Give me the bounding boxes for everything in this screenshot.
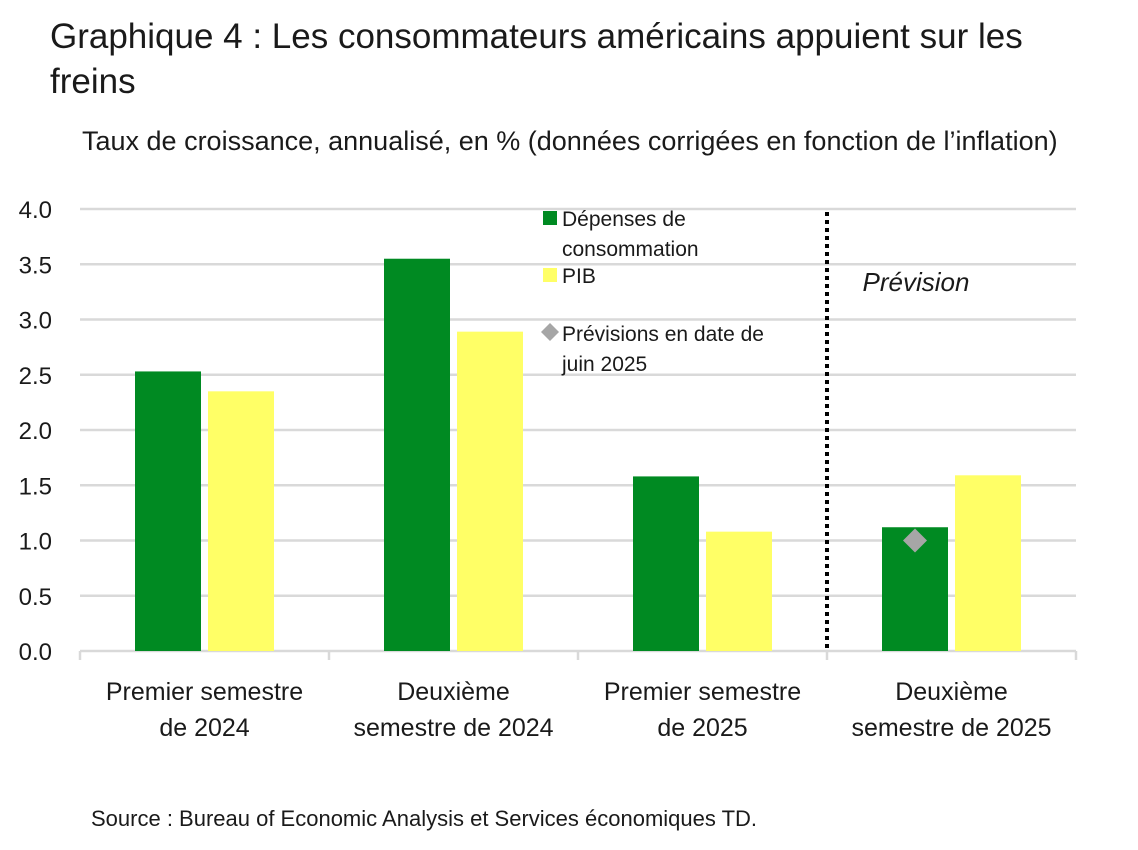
y-tick-label: 3.0	[19, 308, 52, 335]
legend-label: PIB	[562, 265, 596, 288]
forecast-marker	[903, 528, 927, 553]
forecast-label: Prévision	[863, 267, 970, 297]
x-category-label: semestre de 2025	[851, 714, 1051, 742]
x-category-label: Premier semestre	[604, 678, 801, 706]
legend-label: Prévisions en date de	[562, 323, 764, 346]
legend-marker	[541, 323, 559, 341]
x-category-label: de 2025	[657, 714, 747, 742]
y-tick-label: 2.0	[19, 418, 52, 445]
bar	[384, 258, 450, 651]
x-category-label: semestre de 2024	[353, 714, 553, 742]
chart-subtitle: Taux de croissance, annualisé, en % (don…	[82, 126, 1058, 156]
source-note: Source : Bureau of Economic Analysis et …	[91, 806, 758, 831]
legend-label: Dépenses de	[562, 208, 686, 231]
x-category-label: Deuxième	[895, 678, 1008, 706]
legend-swatch	[543, 211, 557, 225]
legend-label: consommation	[562, 238, 699, 261]
y-tick-label: 1.5	[19, 473, 52, 500]
x-category-label: Deuxième	[397, 678, 510, 706]
x-category-label: de 2024	[159, 714, 249, 742]
bar	[457, 331, 523, 651]
legend-label: juin 2025	[561, 353, 647, 376]
bar	[706, 531, 772, 651]
y-tick-label: 4.0	[19, 197, 52, 224]
bar	[955, 475, 1021, 651]
chart-title: Graphique 4 : Les consommateurs américai…	[50, 17, 1023, 101]
y-tick-label: 3.5	[19, 252, 52, 279]
y-tick-label: 0.5	[19, 584, 52, 611]
legend-swatch	[543, 268, 557, 282]
bar	[633, 476, 699, 651]
y-tick-label: 0.0	[19, 639, 52, 666]
y-tick-label: 1.0	[19, 529, 52, 556]
bar	[208, 391, 274, 651]
bar	[135, 371, 201, 651]
x-category-label: Premier semestre	[106, 678, 303, 706]
y-tick-label: 2.5	[19, 363, 52, 390]
